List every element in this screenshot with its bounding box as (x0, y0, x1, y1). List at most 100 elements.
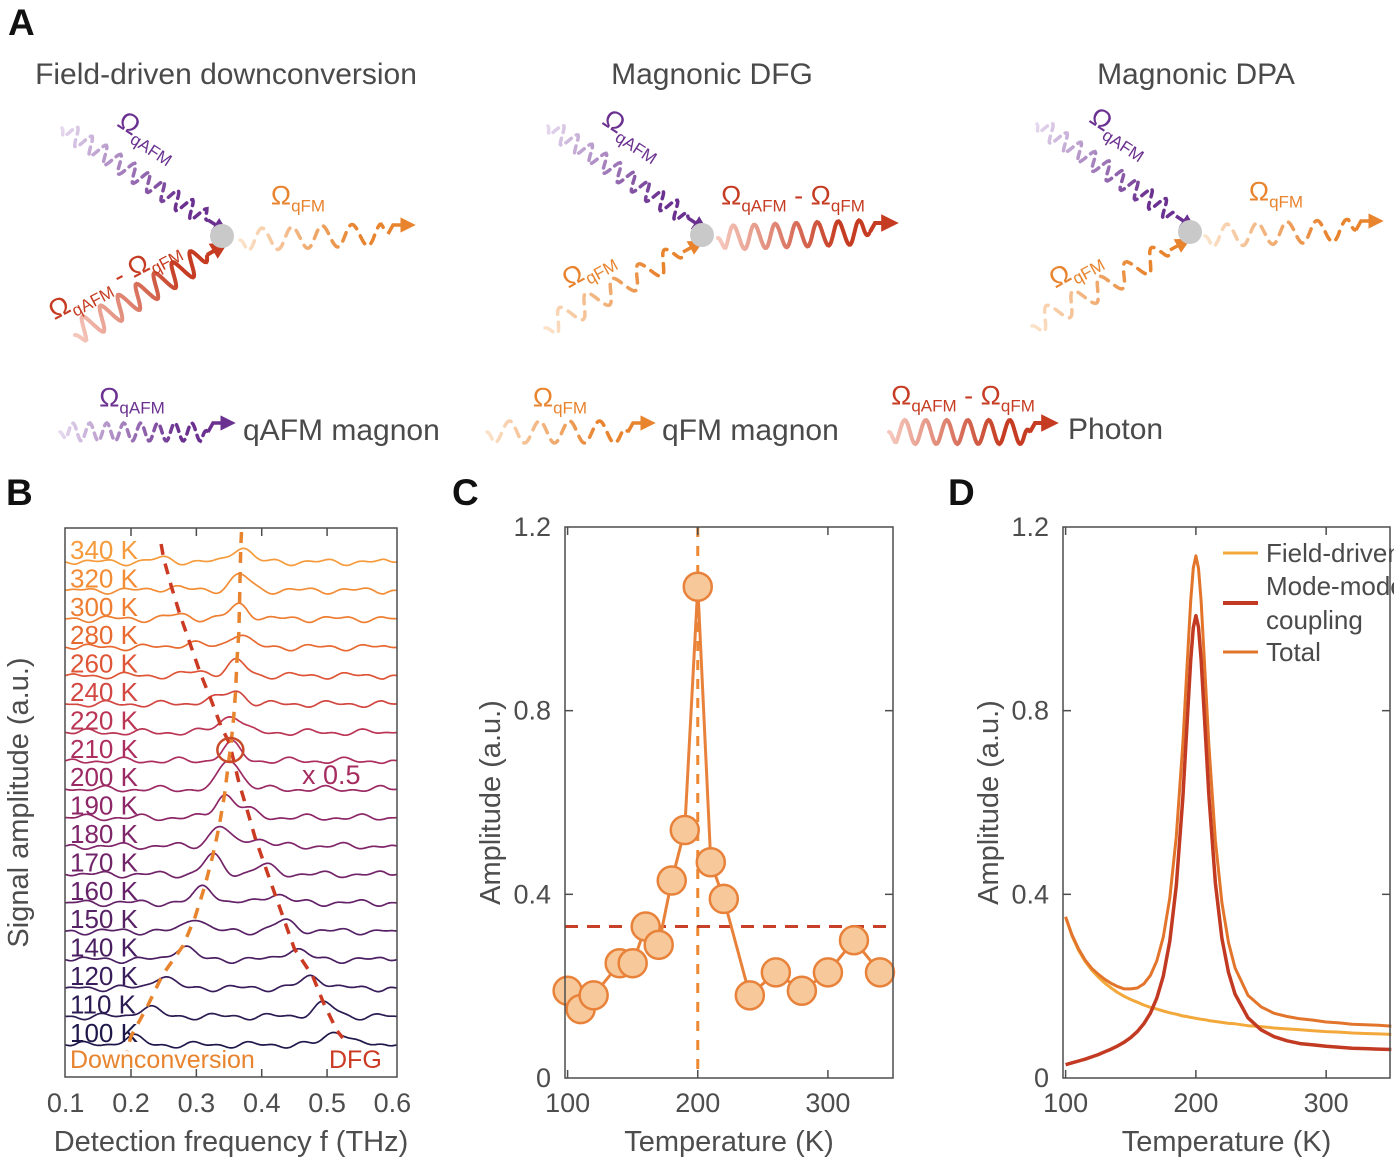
data-point-340K (864, 957, 896, 988)
x-tick-label: 100 (1043, 1088, 1088, 1118)
y-tick-label: 0 (536, 1063, 551, 1093)
wave-qfm-out-1 (238, 217, 416, 253)
temp-label-150K: 150 K (70, 904, 139, 934)
panel-d: 100 200 300 0 0.4 0.8 1.2 Temperature (K) Amplit… (973, 512, 1394, 1158)
temp-label-280K: 280 K (70, 620, 139, 650)
trace-180K (65, 825, 397, 851)
data-point-170K (643, 929, 674, 961)
interaction-dot-2 (690, 223, 714, 247)
panel-label-a: A (8, 2, 35, 43)
wave-body (58, 420, 210, 444)
x-tick-label: 0.2 (112, 1088, 150, 1118)
wave-qfm-out-3 (1203, 213, 1384, 249)
interaction-dot-1 (210, 224, 234, 248)
label-omega-qfm-out-1: ΩqFM (270, 180, 326, 216)
crossing-circle-annotation (216, 736, 245, 764)
wave-photon-in-1 (73, 242, 229, 343)
legend-text-qfm-magnon: qFM magnon (662, 414, 839, 447)
temp-label-300K: 300 K (70, 592, 139, 622)
panel-c-ylabel: Amplitude (a.u.) (475, 700, 507, 905)
wave-qfm-in-3 (1030, 238, 1191, 335)
guide-downconversion (125, 531, 244, 1052)
legend-label-omega-diff: ΩqAFM - ΩqFM (891, 380, 1035, 416)
wave-body (238, 222, 390, 253)
diagram-title-dfg: Magnonic DFG (611, 58, 813, 91)
y-tick-label: 0.8 (1011, 696, 1049, 726)
temp-label-240K: 240 K (70, 677, 139, 707)
wave-body (73, 249, 210, 343)
wave-arrow (1028, 414, 1059, 433)
temp-label-120K: 120 K (70, 961, 139, 991)
temp-label-160K: 160 K (70, 876, 139, 906)
wave-arrow (626, 415, 656, 433)
y-tick-label: 0.8 (513, 696, 551, 726)
x-tick-label: 300 (1304, 1088, 1349, 1118)
trace-160K (65, 884, 397, 908)
x-tick-label: 0.5 (308, 1088, 346, 1118)
temp-label-210K: 210 K (70, 734, 139, 764)
interaction-dot-3 (1178, 220, 1202, 244)
legend-wave-qfm (485, 415, 656, 445)
panel-b-ylabel: Signal amplitude (a.u.) (3, 657, 35, 947)
legend-text-field-driven: Field-driven (1266, 538, 1394, 568)
wave-arrow (682, 240, 704, 255)
diagram-title-downconversion: Field-driven downconversion (35, 58, 417, 91)
legend-wave-photon (887, 414, 1059, 447)
diagram-title-dpa: Magnonic DPA (1097, 58, 1295, 91)
data-point-210K (695, 846, 727, 878)
wave-body (1035, 121, 1178, 221)
data-point-320K (838, 925, 870, 956)
legend-text-qafm-magnon: qAFM magnon (243, 414, 440, 447)
x-tick-label: 0.4 (243, 1088, 281, 1118)
data-point-260K (760, 957, 792, 988)
wave-qfm-in-2 (543, 240, 704, 337)
temp-label-100K: 100 K (70, 1018, 139, 1048)
trace-280K (65, 634, 397, 652)
trace-320K (65, 572, 397, 595)
temp-label-110K: 110 K (70, 989, 137, 1019)
wave-body (543, 247, 685, 337)
trace-220K (65, 716, 397, 737)
trace-190K (65, 793, 397, 822)
temp-label-320K: 320 K (70, 563, 139, 593)
data-point-220K (708, 883, 740, 915)
temp-label-140K: 140 K (70, 933, 139, 963)
trace-170K (65, 852, 397, 879)
legend-wave-qafm (58, 415, 236, 444)
data-point-150K (617, 947, 648, 979)
panel-label-c: C (452, 472, 479, 513)
amplitude-line (566, 586, 882, 1012)
panel-b-xlabel: Detection frequency f (THz) (54, 1126, 409, 1158)
wave-body (60, 125, 209, 222)
legend-text-mode-mode: Mode-mode (1266, 571, 1394, 601)
wave-arrow (386, 217, 416, 235)
label-omega-qfm-out-3: ΩqFM (1248, 176, 1304, 212)
y-tick-label: 1.2 (513, 512, 551, 542)
legend-label-omega-qfm: ΩqFM (532, 382, 588, 418)
wave-arrow (1354, 213, 1384, 231)
wave-body (1203, 217, 1357, 249)
label-omega-diff-2: ΩqAFM - ΩqFM (721, 180, 865, 216)
panel-c-xlabel: Temperature (K) (624, 1126, 834, 1158)
x-tick-label: 0.1 (47, 1088, 85, 1118)
temp-label-220K: 220 K (70, 705, 139, 735)
wave-body (887, 417, 1032, 447)
x-tick-label: 100 (545, 1088, 590, 1118)
panel-c-frame (564, 526, 894, 1079)
data-point-300K (812, 957, 844, 988)
panel-label-d: D (948, 472, 975, 513)
panel-d-frame (1062, 526, 1391, 1079)
data-point-280K (786, 975, 818, 1007)
trace-260K (65, 657, 397, 680)
x-tick-label: 200 (1173, 1088, 1218, 1118)
panel-a-diagrams (58, 121, 1384, 447)
y-tick-label: 0.4 (1011, 879, 1049, 909)
trace-340K (65, 547, 397, 567)
trace-240K (65, 690, 397, 709)
x-tick-label: 200 (675, 1088, 720, 1118)
wave-arrow (1169, 238, 1191, 253)
wave-arrow (868, 214, 899, 233)
curve-field-driven (1064, 916, 1392, 1036)
